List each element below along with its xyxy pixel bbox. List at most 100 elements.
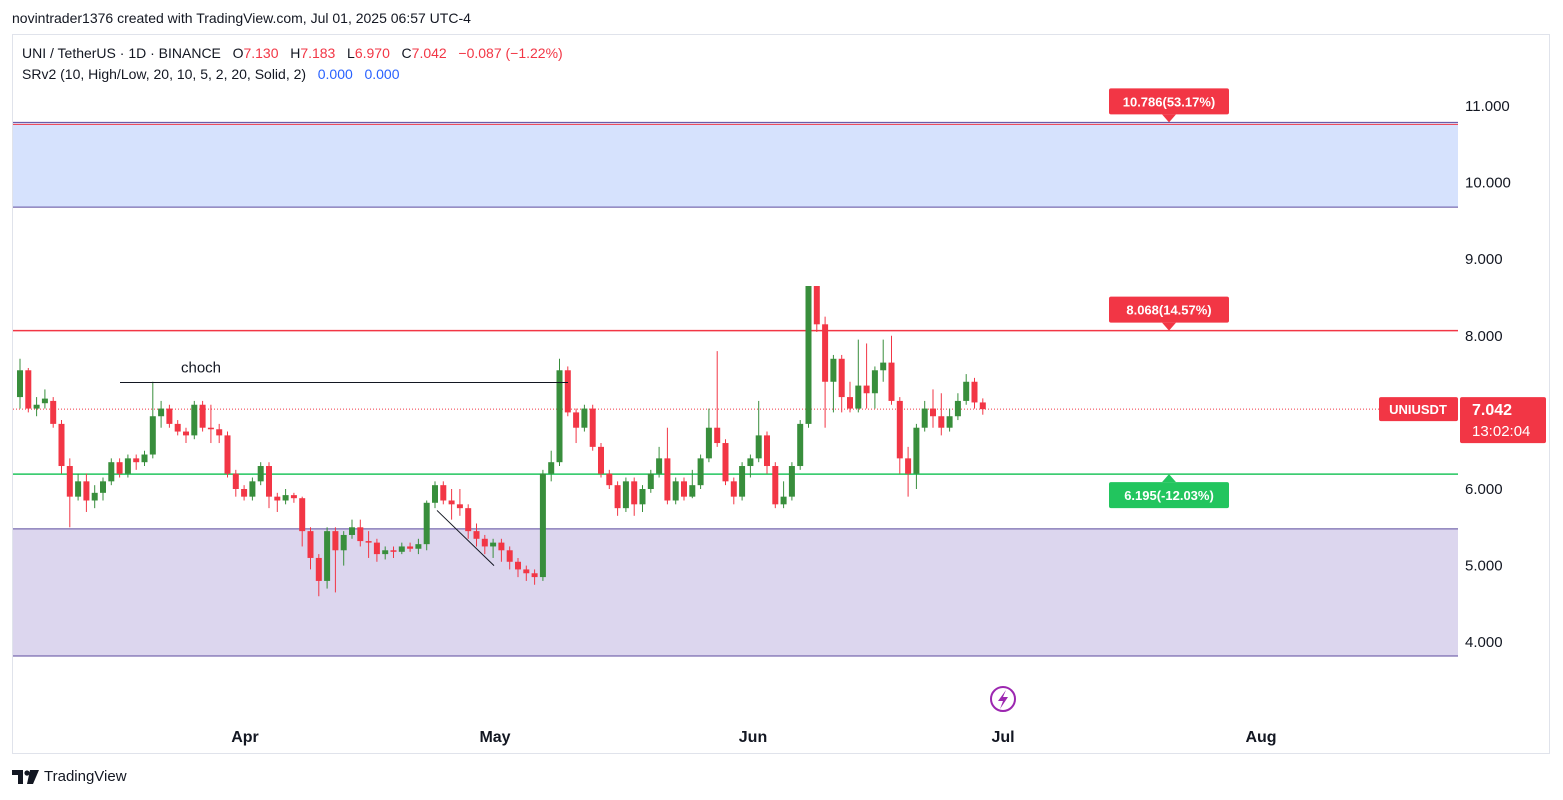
candle-body: [921, 408, 928, 428]
symbol-tag-text: UNIUSDT: [1389, 402, 1447, 417]
indicator-value-2: 0.000: [364, 66, 400, 82]
brand-name: TradingView: [44, 768, 127, 785]
close-value: 7.042: [411, 45, 447, 61]
candle-body: [124, 458, 131, 474]
candle-body: [390, 550, 397, 552]
candle-body: [838, 358, 845, 398]
candle-body: [664, 458, 671, 501]
candle-body: [241, 489, 248, 497]
candle-body: [954, 400, 961, 417]
candle-body: [207, 427, 214, 430]
tradingview-logo-icon: [12, 769, 39, 784]
x-axis[interactable]: Apr May Jun Jul Aug: [231, 729, 1276, 746]
y-tick-label: 11.000: [1465, 98, 1510, 115]
candle-body: [290, 495, 297, 499]
candle-body: [697, 458, 704, 486]
candle-body: [672, 481, 679, 501]
y-tick-label: 6.000: [1465, 481, 1503, 498]
chart-frame: [12, 34, 1550, 754]
candle-body: [224, 435, 231, 474]
open-label: O: [232, 45, 244, 61]
y-tick-label: 9.000: [1465, 251, 1503, 268]
x-tick-label: Jul: [991, 729, 1014, 746]
low-value: 6.970: [354, 45, 390, 61]
lightning-icon[interactable]: [990, 686, 1016, 712]
countdown-text: 13:02:04: [1472, 423, 1530, 440]
zones-layer: [13, 121, 1458, 657]
candle-body: [423, 502, 430, 545]
brand-logo[interactable]: TradingView: [12, 768, 127, 785]
candle-body: [415, 544, 422, 549]
candle-body: [830, 358, 837, 382]
candle-body: [473, 531, 480, 539]
target-low-tag-box: [1109, 482, 1229, 509]
candle-body: [116, 462, 123, 474]
high-label: H: [290, 45, 301, 61]
candle-body: [598, 446, 604, 474]
candle-body: [158, 408, 165, 417]
x-tick-label: May: [479, 729, 510, 746]
candle-body: [307, 531, 314, 558]
candle-body: [365, 541, 372, 543]
y-tick-label: 8.000: [1465, 328, 1503, 345]
indicator-value-1: 0.000: [317, 66, 353, 82]
candle-body: [448, 500, 455, 505]
candle-body: [539, 473, 546, 578]
candle-body: [705, 427, 712, 459]
candle-body: [91, 492, 98, 501]
candle-body: [133, 458, 140, 463]
candle-body: [257, 466, 264, 482]
candle-body: [896, 400, 903, 459]
candle-body: [498, 542, 505, 551]
candle-body: [822, 324, 829, 382]
candle-body: [681, 481, 687, 497]
candle-body: [905, 458, 912, 474]
candle-body: [548, 462, 555, 474]
candle-body: [979, 402, 986, 410]
candle-body: [888, 362, 895, 401]
candle-body: [780, 496, 787, 505]
target-mid-tag-box: [1109, 296, 1229, 323]
x-tick-label: Aug: [1245, 729, 1276, 746]
candle-body: [589, 408, 596, 447]
candle-body: [639, 489, 646, 505]
candle-body: [324, 531, 331, 581]
attribution-line: novintrader1376 created with TradingView…: [12, 10, 471, 26]
indicator-name: SRv2 (10, High/Low, 20, 10, 5, 2, 20, So…: [22, 66, 307, 82]
candle-body: [349, 527, 355, 535]
candle-body: [788, 466, 795, 497]
target-low-tag-text: 6.195(-12.03%): [1124, 488, 1214, 503]
target-mid-tag: 8.068(14.57%): [1109, 296, 1229, 331]
candle-body: [764, 435, 770, 467]
candle-body: [963, 381, 970, 401]
candles-layer: [17, 286, 986, 597]
candle-body: [373, 542, 380, 555]
change-value: −0.087 (−1.22%): [458, 45, 563, 61]
symbol-tag-box: [1379, 397, 1458, 422]
candle-body: [357, 527, 364, 542]
candle-body: [622, 481, 629, 509]
tags-layer: 10.786(53.17%) 8.068(14.57%) 6.195(-12.03%…: [1109, 88, 1546, 509]
y-axis[interactable]: 11.00010.0009.0008.0007.0006.0005.0004.0…: [1465, 98, 1511, 651]
x-tick-label: Apr: [231, 729, 259, 746]
candle-body: [465, 508, 472, 532]
candle-body: [141, 454, 148, 463]
open-value: 7.130: [243, 45, 279, 61]
levels-layer: [13, 329, 1458, 475]
candle-body: [266, 466, 272, 497]
candle-body: [183, 431, 189, 436]
indicator-legend[interactable]: SRv2 (10, High/Low, 20, 10, 5, 2, 20, So…: [22, 66, 400, 82]
price-tag-box: [1460, 397, 1546, 444]
candle-body: [531, 573, 538, 578]
symbol-legend[interactable]: UNI / TetherUS · 1D · BINANCE O7.130 H7.…: [22, 45, 563, 61]
candle-body: [730, 481, 737, 497]
candle-body: [855, 385, 862, 409]
candle-body: [58, 423, 65, 467]
choch-label: choch: [181, 360, 221, 377]
candle-body: [440, 485, 447, 501]
candle-body: [689, 485, 696, 497]
zone-upper: [13, 122, 1458, 208]
candle-body: [66, 466, 73, 497]
candle-body: [432, 485, 438, 503]
